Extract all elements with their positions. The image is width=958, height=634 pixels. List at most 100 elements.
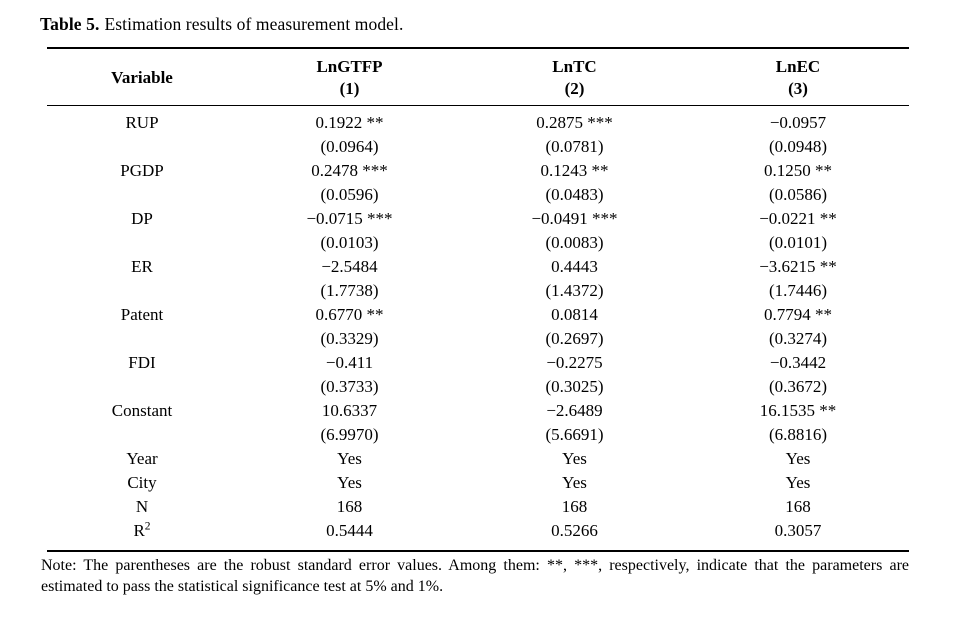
table-row-coefficient: DP −0.0715 *** −0.0491 *** −0.0221 ** [47, 207, 909, 231]
table-cell: (0.2697) [545, 329, 604, 348]
table-caption: Table 5. Estimation results of measuremen… [40, 14, 958, 34]
table-cell: (6.8816) [768, 425, 828, 444]
table-cell: −3.6215 ** [759, 257, 837, 276]
table-header-row: Variable LnGTFP (1) LnTC (2) LnEC (3) [47, 48, 909, 106]
table-cell [47, 183, 237, 207]
variable-cell: PGDP [120, 161, 164, 180]
table-cell: Yes [785, 473, 811, 492]
table-cell: 10.6337 [321, 401, 378, 420]
table-cell: 0.4443 [551, 257, 598, 276]
table-row-stderr: (0.0596) (0.0483) (0.0586) [47, 183, 909, 207]
table-cell: −0.0221 ** [759, 209, 837, 228]
column-header-lnec: LnEC (3) [687, 48, 909, 106]
table-cell: Yes [337, 473, 362, 492]
variable-cell: Patent [120, 305, 164, 324]
table-cell: 0.1250 ** [764, 161, 832, 180]
table-cell: Yes [785, 449, 811, 468]
variable-cell: ER [131, 257, 153, 276]
table-row-stderr: (0.0964) (0.0781) (0.0948) [47, 135, 909, 159]
column-header-lngtfp: LnGTFP (1) [237, 48, 462, 106]
table-cell [47, 135, 237, 159]
table-cell: (0.0083) [545, 233, 604, 252]
table-cell: (0.0781) [545, 137, 604, 156]
table-cell: 0.1922 ** [315, 113, 384, 132]
column-header-label: LnEC [775, 57, 821, 76]
table-row-coefficient: PGDP 0.2478 *** 0.1243 ** 0.1250 ** [47, 159, 909, 183]
table-cell: Yes [562, 473, 587, 492]
table-cell: (6.9970) [320, 425, 379, 444]
variable-cell: N [135, 497, 149, 516]
table-cell: 168 [561, 497, 588, 516]
table-row-summary: City Yes Yes Yes [47, 471, 909, 495]
table-caption-label: Table 5. [40, 14, 100, 34]
table-row-coefficient: ER −2.5484 0.4443 −3.6215 ** [47, 255, 909, 279]
table-cell: −0.2275 [546, 353, 603, 372]
superscript: 2 [144, 520, 151, 533]
variable-cell: Constant [111, 401, 173, 420]
table-cell: (0.3025) [545, 377, 604, 396]
table-cell: 0.2875 *** [536, 113, 613, 132]
column-header-number: (3) [788, 79, 808, 98]
column-header-label: LnTC [552, 57, 597, 76]
table-cell: (0.0596) [320, 185, 379, 204]
variable-cell: Year [126, 449, 158, 468]
table-row-summary: R2 0.5444 0.5266 0.3057 [47, 519, 909, 551]
column-header-variable: Variable [47, 48, 237, 106]
table-row-stderr: (0.0103) (0.0083) (0.0101) [47, 231, 909, 255]
estimation-results-table: Variable LnGTFP (1) LnTC (2) LnEC (3) RU… [47, 47, 909, 552]
table-note: Note: The parentheses are the robust sta… [41, 557, 909, 595]
table-cell: −2.6489 [546, 401, 603, 420]
table-cell: −0.411 [325, 353, 374, 372]
variable-cell: R2 [133, 520, 151, 540]
table-cell: Yes [562, 449, 587, 468]
table-cell: 0.2478 *** [311, 161, 388, 180]
table-row-coefficient: FDI −0.411 −0.2275 −0.3442 [47, 351, 909, 375]
table-cell: −0.0715 *** [306, 209, 393, 228]
table-cell: 0.1243 ** [540, 161, 609, 180]
column-header-lntc: LnTC (2) [462, 48, 687, 106]
paper-page: Table 5. Estimation results of measuremen… [0, 14, 958, 634]
table-cell: (5.6691) [545, 425, 604, 444]
table-cell: −0.0957 [769, 113, 827, 132]
table-cell: 0.5444 [326, 521, 373, 540]
table-row-stderr: (0.3733) (0.3025) (0.3672) [47, 375, 909, 399]
table-cell: 0.5266 [551, 521, 598, 540]
table-cell: 168 [336, 497, 363, 516]
table-cell: 0.0814 [551, 305, 598, 324]
table-cell: (0.0964) [320, 137, 379, 156]
table-cell [47, 231, 237, 255]
variable-cell: RUP [125, 113, 159, 132]
variable-cell: City [127, 473, 157, 492]
table-cell [47, 423, 237, 447]
column-header-number: (1) [339, 79, 360, 98]
table-row-stderr: (0.3329) (0.2697) (0.3274) [47, 327, 909, 351]
column-header-number: (2) [564, 79, 585, 98]
table-caption-text: Estimation results of measurement model. [104, 14, 404, 34]
column-header-label: Variable [111, 68, 173, 87]
table-body: RUP 0.1922 ** 0.2875 *** −0.0957 (0.0964) (0.… [47, 106, 909, 552]
table-cell: (0.3733) [320, 377, 379, 396]
table-cell: (0.0586) [768, 185, 828, 204]
table-cell: (0.0103) [320, 233, 379, 252]
table-cell: (0.3672) [768, 377, 828, 396]
table-cell: −2.5484 [321, 257, 378, 276]
table-row-coefficient: Patent 0.6770 ** 0.0814 0.7794 ** [47, 303, 909, 327]
table-cell: −0.0491 *** [531, 209, 618, 228]
table-row-coefficient: RUP 0.1922 ** 0.2875 *** −0.0957 [47, 106, 909, 136]
table-cell: 168 [785, 497, 811, 516]
table-cell: (1.7738) [320, 281, 379, 300]
table-cell: 0.6770 ** [315, 305, 384, 324]
table-cell: 16.1535 ** [759, 401, 837, 420]
table-cell: (1.7446) [768, 281, 828, 300]
table-row-stderr: (6.9970) (5.6691) (6.8816) [47, 423, 909, 447]
table-row-coefficient: Constant 10.6337 −2.6489 16.1535 ** [47, 399, 909, 423]
table-cell [47, 375, 237, 399]
variable-cell: DP [131, 209, 153, 228]
table-cell: (0.3274) [768, 329, 828, 348]
table-cell: −0.3442 [769, 353, 827, 372]
table-row-stderr: (1.7738) (1.4372) (1.7446) [47, 279, 909, 303]
table-cell: (0.0948) [768, 137, 828, 156]
variable-cell: FDI [128, 353, 156, 372]
table-cell: Yes [337, 449, 362, 468]
table-cell [47, 279, 237, 303]
